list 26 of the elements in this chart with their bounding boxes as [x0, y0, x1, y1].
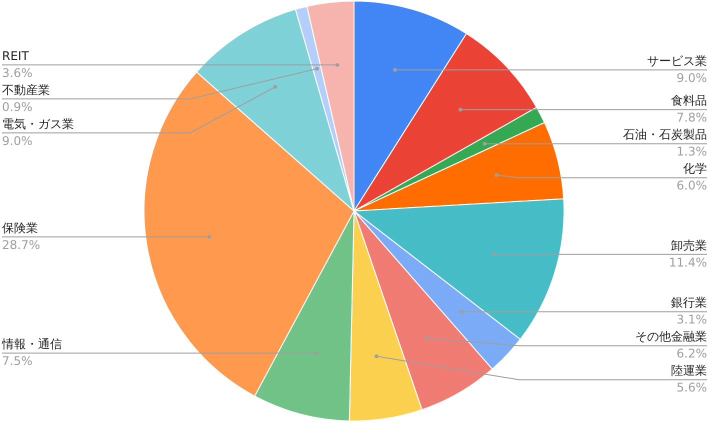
slice-label: 化学: [683, 162, 707, 176]
slice-label: その他金融業: [635, 330, 707, 344]
data-label: 11.4%: [668, 255, 707, 270]
slice-label: 卸売業: [671, 238, 707, 252]
slice-label: 食料品: [671, 94, 707, 108]
slice-label: 石油・石炭製品: [623, 128, 707, 142]
data-label: 3.1%: [676, 312, 707, 327]
slice-label: 陸運業: [671, 364, 707, 378]
data-label: 5.6%: [676, 380, 707, 395]
data-label: 7.5%: [2, 354, 32, 368]
data-label: 6.2%: [676, 346, 707, 361]
data-label: 28.7%: [2, 238, 40, 252]
data-label: 9.0%: [676, 70, 707, 85]
slice-label: 不動産業: [2, 82, 50, 97]
slice-label: サービス業: [647, 54, 707, 68]
data-label: 1.3%: [676, 144, 707, 159]
data-label: 7.8%: [676, 110, 707, 125]
data-label: 9.0%: [2, 134, 32, 148]
data-label: 0.9%: [2, 100, 32, 114]
slice-label: 電気・ガス業: [2, 116, 74, 131]
slice-label: 保険業: [2, 220, 38, 235]
slice-label: REIT: [2, 48, 30, 63]
slice-label: 情報・通信: [1, 337, 62, 352]
data-label: 3.6%: [2, 66, 32, 80]
data-label: 6.0%: [676, 178, 707, 193]
slice-label: 銀行業: [671, 296, 707, 310]
